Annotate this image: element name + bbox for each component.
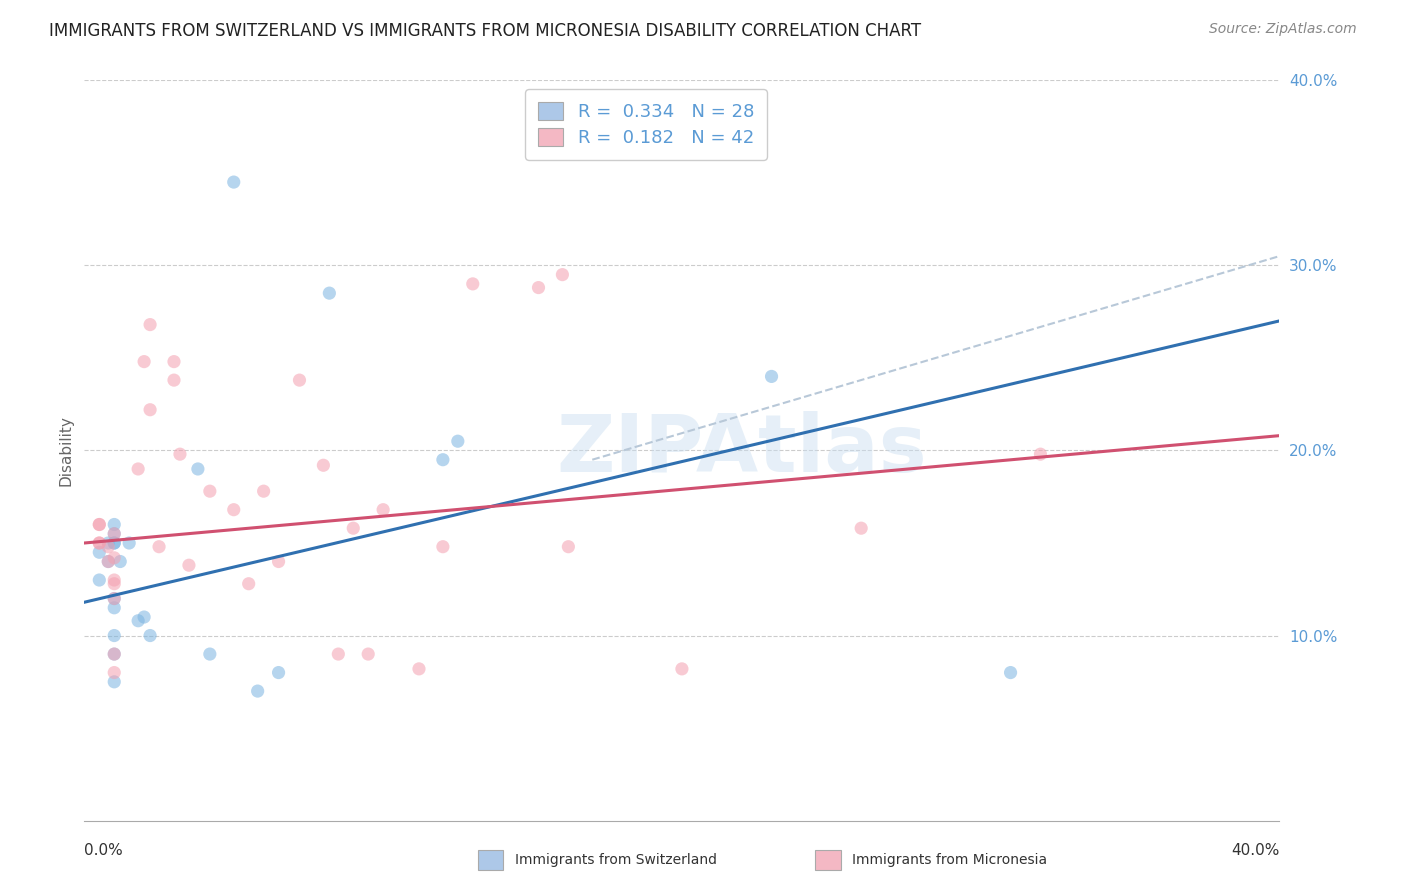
Point [89, 536, 111, 550]
Text: Immigrants from Switzerland: Immigrants from Switzerland [515, 853, 717, 867]
Point [851, 521, 873, 535]
Point [103, 573, 125, 587]
Point [267, 665, 290, 680]
Point [312, 458, 335, 473]
Point [103, 674, 125, 689]
Point [253, 484, 276, 499]
Point [132, 354, 156, 368]
Text: Source: ZipAtlas.com: Source: ZipAtlas.com [1209, 22, 1357, 37]
Point [198, 484, 221, 499]
Point [198, 647, 221, 661]
Point [139, 628, 162, 642]
Point [127, 462, 149, 476]
Y-axis label: Disability: Disability [58, 415, 73, 486]
Point [103, 526, 125, 541]
Point [110, 554, 132, 569]
Point [1000, 665, 1022, 680]
Point [103, 591, 125, 606]
Point [103, 526, 125, 541]
Point [222, 175, 245, 189]
Point [103, 591, 125, 606]
Point [97, 554, 120, 569]
Point [127, 614, 149, 628]
Point [103, 647, 125, 661]
Point [103, 647, 125, 661]
Text: IMMIGRANTS FROM SWITZERLAND VS IMMIGRANTS FROM MICRONESIA DISABILITY CORRELATION: IMMIGRANTS FROM SWITZERLAND VS IMMIGRANT… [49, 22, 921, 40]
Point [357, 647, 380, 661]
Point [342, 521, 364, 535]
Point [103, 536, 125, 550]
Text: 0.0%: 0.0% [84, 843, 124, 858]
Text: 40.0%: 40.0% [1232, 843, 1279, 858]
Point [89, 517, 111, 532]
Point [148, 540, 170, 554]
Point [246, 684, 269, 698]
Point [169, 447, 191, 461]
Point [432, 540, 454, 554]
Point [103, 665, 125, 680]
Point [103, 550, 125, 565]
Point [267, 554, 290, 569]
Point [373, 502, 395, 516]
Point [288, 373, 311, 387]
Point [461, 277, 484, 291]
Point [118, 536, 141, 550]
Point [97, 554, 120, 569]
Point [557, 540, 579, 554]
Point [103, 517, 125, 532]
Point [187, 462, 209, 476]
Point [177, 558, 200, 573]
Point [103, 536, 125, 550]
Point [447, 434, 470, 449]
Point [328, 647, 350, 661]
Point [89, 545, 111, 559]
Point [89, 573, 111, 587]
Legend: R =  0.334   N = 28, R =  0.182   N = 42: R = 0.334 N = 28, R = 0.182 N = 42 [526, 89, 766, 160]
Point [163, 373, 186, 387]
Point [1029, 447, 1052, 461]
Point [238, 576, 260, 591]
Point [89, 536, 111, 550]
Point [671, 662, 693, 676]
Point [761, 369, 783, 384]
Point [139, 402, 162, 417]
Point [103, 628, 125, 642]
Point [103, 576, 125, 591]
Point [222, 502, 245, 516]
Point [318, 286, 340, 301]
Point [527, 280, 550, 294]
Point [97, 536, 120, 550]
Point [89, 517, 111, 532]
Point [132, 610, 156, 624]
Text: ZIPAtlas: ZIPAtlas [557, 411, 927, 490]
Point [551, 268, 574, 282]
Point [163, 354, 186, 368]
Point [139, 318, 162, 332]
Text: Immigrants from Micronesia: Immigrants from Micronesia [852, 853, 1047, 867]
Point [103, 600, 125, 615]
Point [97, 540, 120, 554]
Point [432, 452, 454, 467]
Point [408, 662, 430, 676]
